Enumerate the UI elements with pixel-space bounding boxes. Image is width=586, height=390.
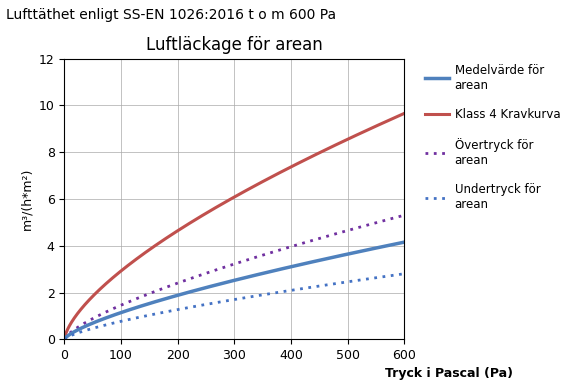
X-axis label: Tryck i Pascal (Pa): Tryck i Pascal (Pa) [384, 367, 513, 380]
Y-axis label: m³/(h*m²): m³/(h*m²) [21, 168, 33, 230]
Title: Luftläckage för arean: Luftläckage för arean [146, 36, 323, 54]
Legend: Medelvärde för
arean, Klass 4 Kravkurva, Övertryck för
arean, Undertryck för
are: Medelvärde för arean, Klass 4 Kravkurva,… [420, 59, 565, 216]
Text: Lufttäthet enligt SS-EN 1026:2016 t o m 600 Pa: Lufttäthet enligt SS-EN 1026:2016 t o m … [6, 8, 336, 22]
